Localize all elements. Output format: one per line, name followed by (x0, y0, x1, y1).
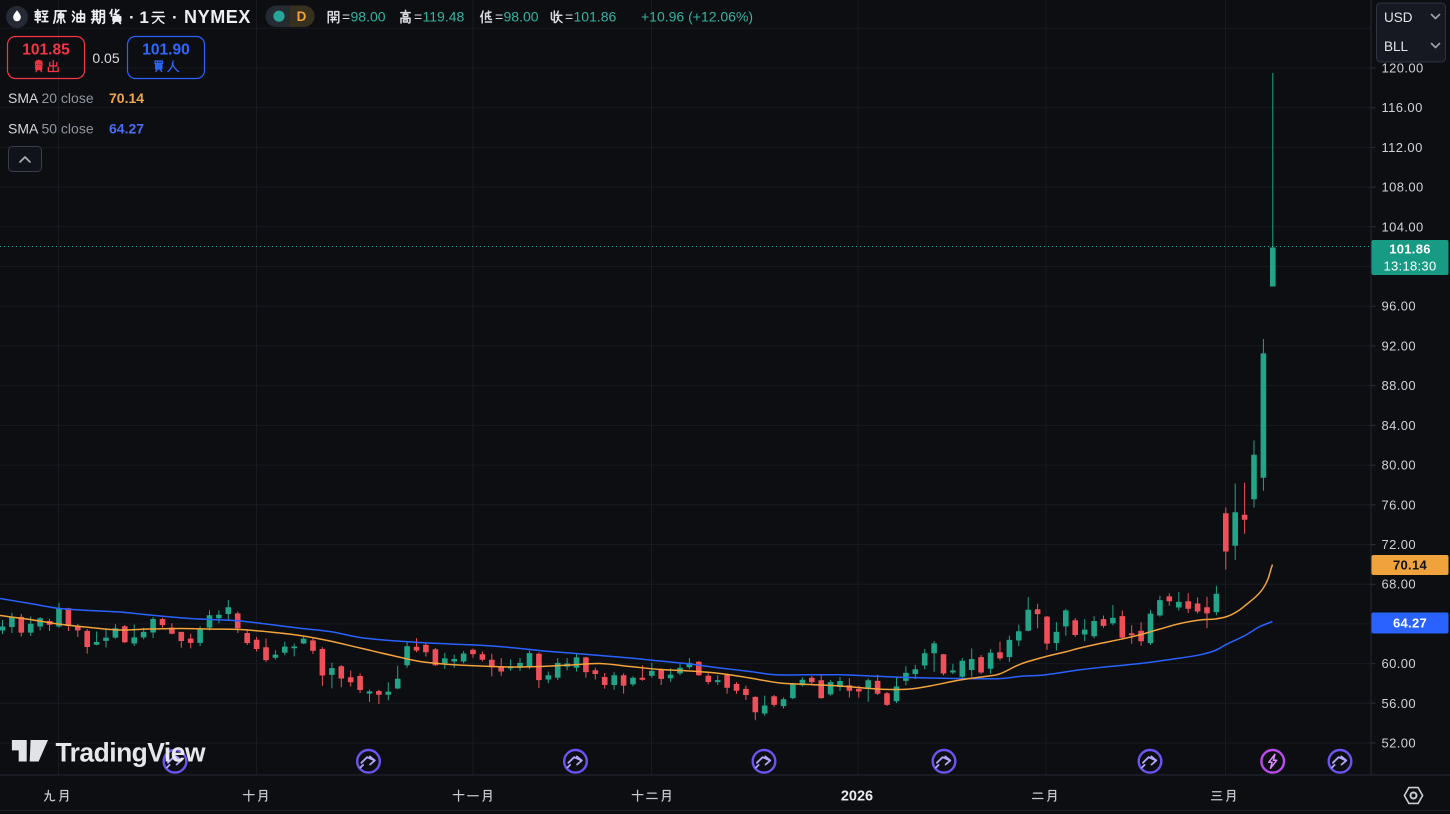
svg-text:13:18:30: 13:18:30 (1383, 259, 1436, 274)
svg-text:=: = (495, 9, 503, 25)
svg-text:101.86: 101.86 (1389, 242, 1431, 257)
svg-text:96.00: 96.00 (1382, 299, 1417, 314)
svg-text:NYMEX: NYMEX (184, 7, 251, 27)
svg-text:0.05: 0.05 (92, 50, 119, 66)
svg-text:52.00: 52.00 (1382, 736, 1417, 751)
svg-text:64.27: 64.27 (109, 121, 144, 137)
svg-text:64.27: 64.27 (1393, 616, 1427, 631)
svg-text:92.00: 92.00 (1382, 338, 1417, 353)
svg-text:=: = (414, 9, 422, 25)
svg-text:· 1: · 1 (129, 8, 149, 27)
svg-text:70.14: 70.14 (109, 90, 144, 106)
svg-text:98.00: 98.00 (504, 9, 539, 25)
svg-text:56.00: 56.00 (1382, 696, 1417, 711)
svg-text:68.00: 68.00 (1382, 577, 1417, 592)
svg-text:TradingView: TradingView (56, 738, 206, 768)
svg-text:BLL: BLL (1384, 39, 1409, 54)
svg-text:120.00: 120.00 (1382, 61, 1424, 76)
svg-text:+10.96 (+12.06%): +10.96 (+12.06%) (641, 9, 753, 25)
svg-text:112.00: 112.00 (1382, 140, 1423, 155)
svg-text:116.00: 116.00 (1382, 100, 1423, 115)
svg-text:119.48: 119.48 (423, 9, 465, 25)
svg-text:108.00: 108.00 (1382, 180, 1424, 195)
svg-text:70.14: 70.14 (1393, 558, 1428, 573)
svg-text:=: = (565, 9, 573, 25)
svg-text:101.86: 101.86 (574, 9, 617, 25)
svg-text:98.00: 98.00 (351, 9, 386, 25)
svg-text:2026: 2026 (841, 789, 873, 805)
svg-text:72.00: 72.00 (1382, 537, 1417, 552)
svg-text:101.90: 101.90 (142, 42, 189, 59)
svg-text:80.00: 80.00 (1382, 458, 1417, 473)
svg-text:104.00: 104.00 (1382, 219, 1424, 234)
svg-text:D: D (297, 9, 307, 24)
svg-text:=: = (342, 9, 350, 25)
svg-text:USD: USD (1384, 10, 1413, 25)
svg-text:88.00: 88.00 (1382, 378, 1417, 393)
svg-text:SMA 50 close: SMA 50 close (8, 121, 94, 137)
svg-text:76.00: 76.00 (1382, 497, 1417, 512)
svg-text:101.85: 101.85 (22, 42, 70, 59)
svg-text:60.00: 60.00 (1382, 656, 1417, 671)
svg-text:·: · (172, 8, 178, 27)
svg-text:84.00: 84.00 (1382, 418, 1417, 433)
svg-text:SMA 20 close: SMA 20 close (8, 90, 94, 106)
